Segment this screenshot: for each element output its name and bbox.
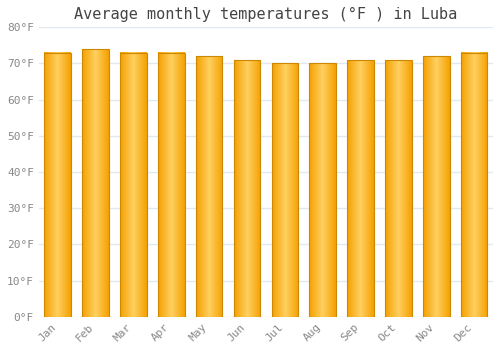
Bar — [120, 52, 146, 317]
Bar — [158, 52, 184, 317]
Bar — [196, 56, 222, 317]
Bar — [272, 63, 298, 317]
Bar — [385, 60, 411, 317]
Bar — [44, 52, 71, 317]
Bar — [461, 52, 487, 317]
Bar — [82, 49, 109, 317]
Bar — [423, 56, 450, 317]
Bar — [348, 60, 374, 317]
Bar — [310, 63, 336, 317]
Bar — [234, 60, 260, 317]
Title: Average monthly temperatures (°F ) in Luba: Average monthly temperatures (°F ) in Lu… — [74, 7, 458, 22]
